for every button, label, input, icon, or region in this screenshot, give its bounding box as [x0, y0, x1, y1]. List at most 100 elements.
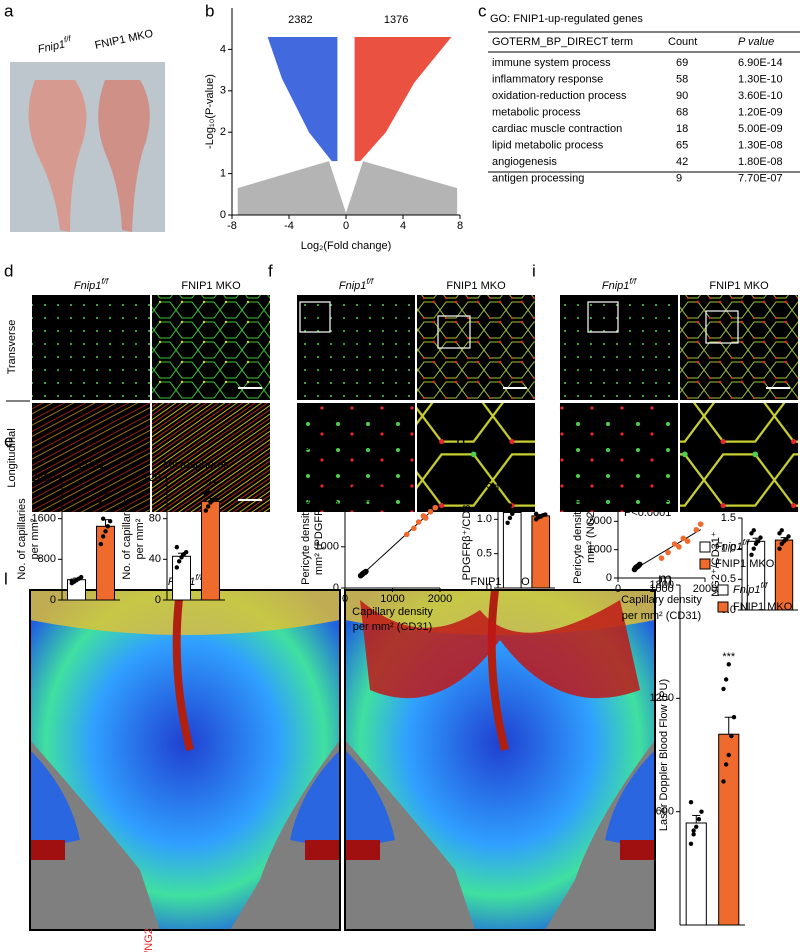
panel-label: d — [4, 261, 13, 280]
panel-label: g — [302, 431, 311, 450]
data-point — [729, 733, 734, 739]
table-cell: 69 — [676, 57, 688, 69]
y-tick-label: 1200 — [650, 692, 674, 704]
x-tick-label: 0 — [342, 593, 348, 605]
data-point — [658, 555, 665, 561]
table-cell: 1.30E-10 — [738, 73, 783, 85]
y-tick-label: 1000 — [315, 541, 339, 553]
micrograph — [32, 295, 150, 400]
data-point — [403, 531, 410, 538]
doppler-image — [30, 590, 340, 930]
panel-label: b — [205, 1, 214, 20]
panel-label: h — [456, 431, 465, 450]
panel-label: m — [658, 569, 672, 588]
data-point — [749, 531, 754, 536]
legend-swatch — [699, 541, 711, 553]
data-point — [176, 559, 182, 564]
y-axis-label: mm² (PDGFRβ) — [313, 498, 325, 575]
data-point — [420, 513, 427, 519]
chart-title: Microspheres — [163, 459, 230, 471]
data-point — [205, 504, 211, 509]
genotype-base: Fnip1 — [602, 280, 630, 292]
y-tick-label: 0 — [606, 572, 612, 584]
table-cell: immune system process — [492, 57, 611, 69]
fit-line — [360, 507, 436, 577]
legend-label: FNIP1 MKO — [733, 601, 793, 613]
legend-label: Fnip1f/f — [733, 581, 768, 596]
genotype-base: Fnip1 — [733, 584, 761, 596]
y-axis-label: mm² (NG2) — [585, 508, 597, 563]
legend-swatch — [717, 584, 729, 596]
y-tick-label: 0.5 — [477, 548, 492, 560]
column-header: FNIP1 MKO — [709, 280, 769, 292]
x-tick-label: 0 — [615, 583, 621, 595]
data-point — [107, 519, 113, 524]
y-tick-label: 40 — [149, 553, 161, 565]
count-label: 2382 — [288, 14, 312, 26]
data-point — [691, 832, 696, 837]
panel-label: l — [4, 569, 8, 588]
y-tick-label: 1800 — [650, 579, 674, 591]
y-tick-label: 2 — [220, 126, 226, 138]
x-tick-label: 1000 — [380, 593, 404, 605]
micrograph — [297, 295, 415, 400]
micrograph — [560, 403, 678, 512]
data-point — [514, 506, 520, 512]
table-cell: 6.90E-14 — [738, 57, 783, 69]
table-cell: inflammatory response — [492, 73, 603, 85]
table-cell: lipid metabolic process — [492, 139, 604, 151]
genotype-sup: f/f — [63, 34, 72, 44]
annotation: P<0.0001 — [624, 507, 671, 519]
micrograph — [297, 403, 415, 512]
x-axis-label: Capillary density — [352, 606, 433, 618]
data-point — [665, 549, 671, 556]
data-point — [676, 544, 682, 550]
data-point — [784, 537, 789, 542]
significance: *** — [99, 490, 113, 502]
table-cell: 3.60E-10 — [738, 90, 783, 102]
bar — [531, 515, 551, 589]
genotype-base: Fnip1 — [715, 541, 743, 553]
annotation: P<0.0001 — [351, 499, 398, 511]
y-tick-label: 800 — [38, 553, 56, 565]
genotype-base: Fnip1 — [37, 38, 66, 55]
data-point — [427, 508, 434, 515]
x-tick-label: 2000 — [693, 583, 717, 595]
y-tick-label: 1600 — [32, 513, 56, 525]
y-tick-label: 1000 — [588, 544, 612, 556]
y-axis-label: Laser Doppler Blood Flow (PU) — [658, 679, 670, 831]
x-tick-label: 2000 — [428, 593, 452, 605]
column-header: FNIP1 MKO — [181, 280, 241, 292]
table-cell: 9 — [676, 172, 682, 184]
leg-photo — [28, 80, 87, 232]
table-cell: 18 — [676, 123, 688, 135]
genotype-base: Fnip1 — [74, 280, 102, 292]
data-point — [69, 578, 75, 583]
y-axis-label: NG2⁺/CD31⁺ — [710, 531, 722, 597]
frame — [344, 589, 656, 931]
y-axis-label: per mm² — [134, 518, 146, 559]
data-point — [699, 809, 704, 814]
doppler-hotspot — [360, 600, 640, 699]
data-point — [694, 824, 699, 829]
data-point — [103, 529, 108, 534]
data-point — [684, 538, 691, 544]
count-label: 1376 — [384, 14, 408, 26]
column-header: FNIP1 MKO — [446, 280, 506, 292]
down-cloud — [267, 36, 338, 162]
data-point — [726, 662, 731, 667]
table-cell: 1.80E-08 — [738, 156, 783, 168]
x-tick-label: 1000 — [649, 583, 673, 595]
legend-label: FNIP1 MKO — [715, 558, 775, 570]
data-point — [723, 677, 729, 682]
panel-label: k — [704, 431, 713, 450]
data-point — [533, 511, 539, 517]
table-cell: metabolic process — [492, 106, 581, 118]
bar — [201, 500, 220, 601]
panel-label: j — [569, 431, 574, 450]
genotype-sup: f/f — [629, 277, 636, 286]
data-point — [688, 800, 694, 805]
up-cloud — [354, 36, 452, 162]
legend-label: Fnip1f/f — [715, 538, 750, 553]
